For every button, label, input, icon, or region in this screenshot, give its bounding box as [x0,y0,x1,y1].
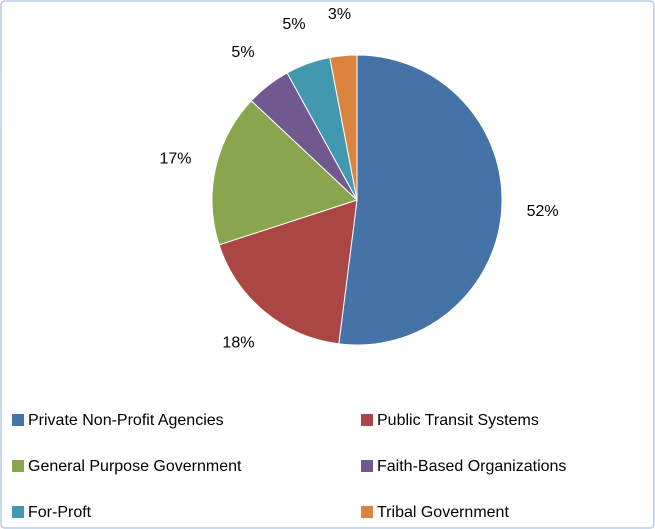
data-label: 52% [527,203,559,220]
legend-label: Private Non-Profit Agencies [28,412,224,429]
pie-slice [338,54,503,346]
legend-swatch [12,414,24,426]
pie-slice [218,199,358,345]
legend-swatch [12,460,24,472]
data-label: 3% [328,6,351,23]
pie-slice [211,100,358,246]
legend-label: Public Transit Systems [377,412,539,429]
legend-label: Faith-Based Organizations [377,458,566,475]
data-label: 18% [222,335,254,352]
legend-label: Tribal Government [377,504,509,521]
legend-swatch [361,460,373,472]
data-label: 5% [231,44,254,61]
legend-label: General Purpose Government [28,458,242,475]
legend-label: For-Proft [28,504,92,521]
data-label: 17% [159,151,191,168]
legend-swatch [12,506,24,518]
data-label: 5% [282,16,305,33]
pie-slice [329,54,358,201]
legend-swatch [361,506,373,518]
legend-swatch [361,414,373,426]
